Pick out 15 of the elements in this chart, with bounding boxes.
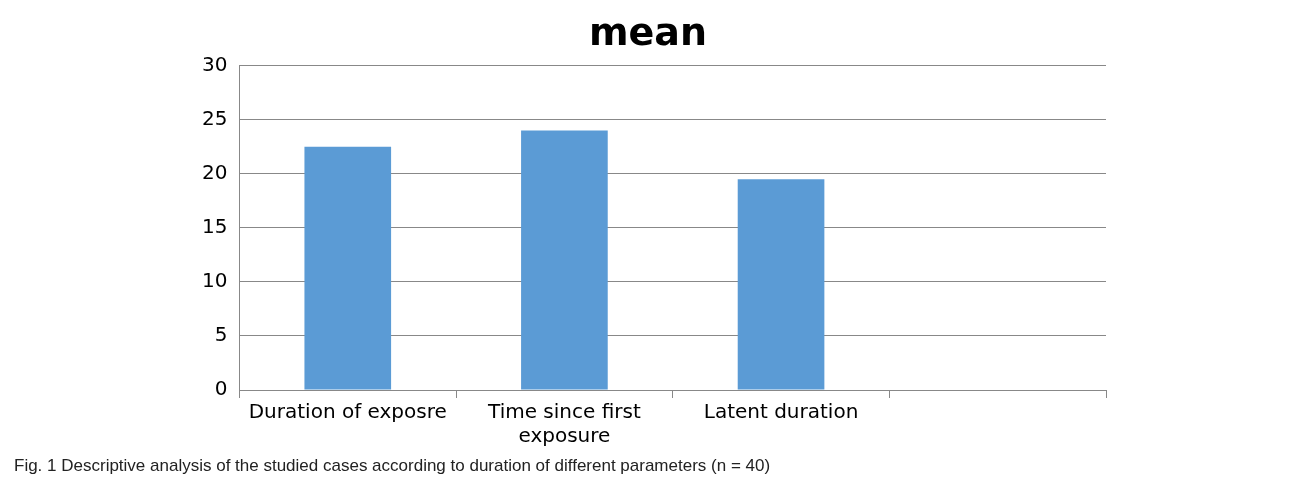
bar	[737, 179, 825, 390]
x-tick-label: Latent duration	[703, 399, 859, 424]
chart-title: mean	[588, 9, 708, 54]
y-tick-label: 0	[214, 376, 228, 401]
y-tick-label: 25	[202, 105, 228, 130]
y-tick-label: 10	[202, 268, 228, 293]
y-tick-label: 30	[202, 51, 228, 76]
bar	[521, 130, 608, 390]
bar	[304, 146, 392, 390]
y-tick-label: 5	[214, 322, 228, 347]
y-tick-label: 15	[202, 214, 228, 238]
x-tick-label: Time since first exposure	[487, 399, 641, 448]
x-tick-label: Duration of exposre	[248, 399, 447, 424]
caption: Fig. 1 Descriptive analysis of the studied cases according to duration of different parameters (n = 40)	[14, 456, 771, 476]
y-tick-label: 20	[202, 159, 228, 184]
